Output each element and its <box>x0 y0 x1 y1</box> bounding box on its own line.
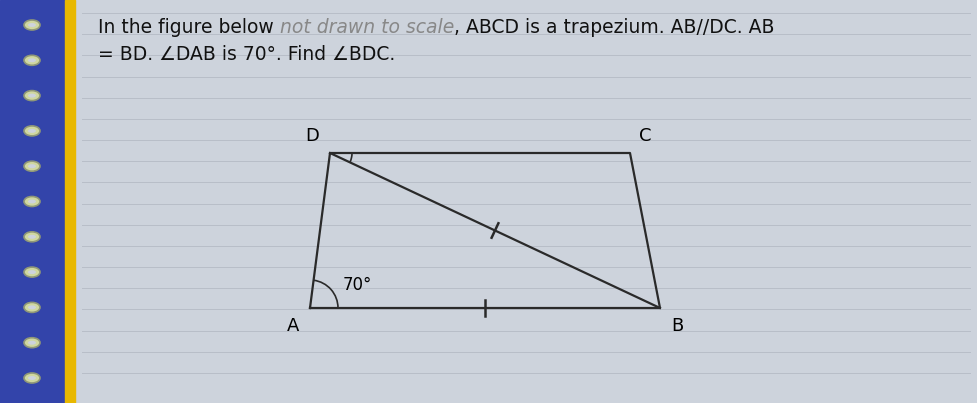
Ellipse shape <box>28 129 36 133</box>
Ellipse shape <box>24 338 40 348</box>
Ellipse shape <box>28 93 36 98</box>
Text: A: A <box>286 317 299 335</box>
Ellipse shape <box>24 373 40 383</box>
Text: not drawn to scale: not drawn to scale <box>279 18 454 37</box>
Text: = BD. ∠DAB is 70°. Find ∠BDC.: = BD. ∠DAB is 70°. Find ∠BDC. <box>98 45 396 64</box>
Ellipse shape <box>24 20 40 30</box>
Ellipse shape <box>28 376 36 380</box>
Bar <box>65 0 75 403</box>
Text: In the figure below: In the figure below <box>98 18 279 37</box>
Text: , ABCD is a trapezium. AB//DC. AB: , ABCD is a trapezium. AB//DC. AB <box>454 18 775 37</box>
Ellipse shape <box>28 199 36 204</box>
Ellipse shape <box>24 197 40 206</box>
Ellipse shape <box>24 55 40 65</box>
Text: B: B <box>671 317 683 335</box>
Text: C: C <box>639 127 652 145</box>
Bar <box>0 0 65 403</box>
Ellipse shape <box>24 232 40 242</box>
Ellipse shape <box>24 91 40 101</box>
Ellipse shape <box>28 235 36 239</box>
Ellipse shape <box>24 126 40 136</box>
Ellipse shape <box>24 267 40 277</box>
Ellipse shape <box>28 341 36 345</box>
Text: D: D <box>305 127 319 145</box>
Ellipse shape <box>24 302 40 312</box>
Ellipse shape <box>28 270 36 274</box>
Ellipse shape <box>28 23 36 27</box>
Ellipse shape <box>24 161 40 171</box>
Text: 70°: 70° <box>343 276 372 294</box>
Ellipse shape <box>28 305 36 310</box>
Ellipse shape <box>28 164 36 168</box>
Ellipse shape <box>28 58 36 62</box>
